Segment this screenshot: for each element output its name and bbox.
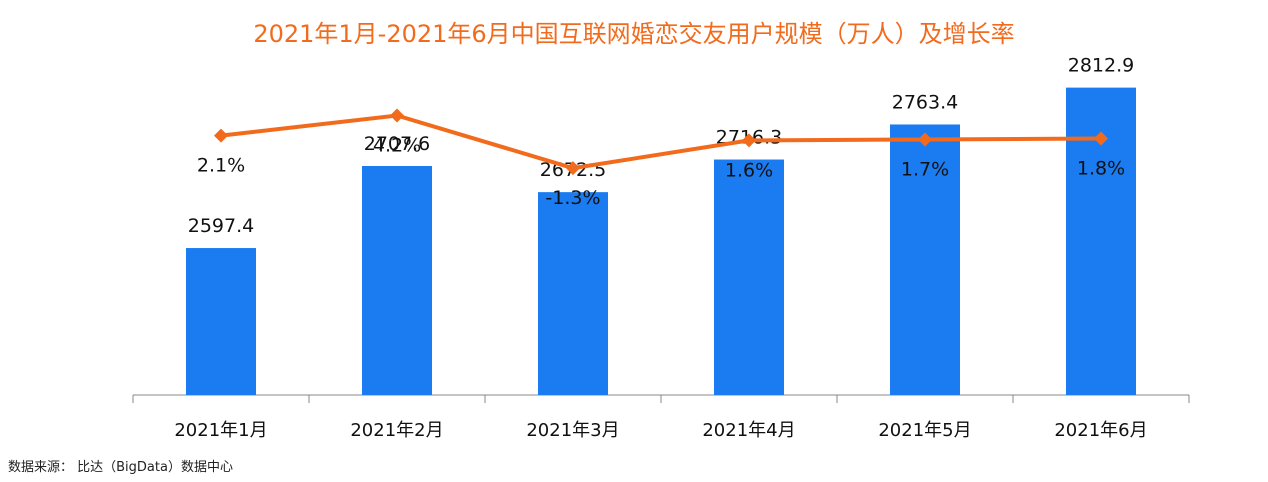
bar [714, 159, 784, 395]
bar-value-label: 2763.4 [892, 91, 958, 113]
bar [538, 192, 608, 395]
bar [186, 248, 256, 395]
growth-point [390, 108, 404, 123]
growth-value-label: 2.1% [197, 155, 245, 177]
growth-point [1094, 131, 1108, 146]
bar [890, 124, 960, 396]
growth-point [566, 161, 580, 176]
bar-value-label: 2707.6 [364, 133, 430, 155]
source-note: 数据来源： 比达（BigData）数据中心 [8, 460, 233, 475]
x-tick-label: 2021年5月 [878, 420, 971, 441]
bar [362, 166, 432, 395]
growth-line [220, 113, 1102, 171]
x-tick-label: 2021年3月 [526, 420, 619, 441]
growth-value-label: 4.2% [373, 135, 421, 157]
chart: 2597.42021年1月2707.62021年2月2672.52021年3月2… [132, 55, 1190, 441]
x-tick-label: 2021年1月 [174, 420, 267, 441]
growth-point [742, 133, 756, 148]
x-tick-label: 2021年6月 [1054, 420, 1147, 441]
bar-value-label: 2597.4 [188, 215, 254, 237]
chart-title: 2021年1月-2021年6月中国互联网婚恋交友用户规模（万人）及增长率 [253, 20, 1015, 48]
growth-value-label: -1.3% [545, 187, 600, 209]
bar-value-label: 2812.9 [1068, 55, 1134, 77]
x-tick-label: 2021年4月 [702, 420, 795, 441]
growth-value-label: 1.6% [725, 159, 773, 181]
growth-value-label: 1.7% [901, 158, 949, 180]
growth-point [918, 132, 932, 147]
growth-value-label: 1.8% [1077, 157, 1125, 179]
growth-point [214, 128, 228, 143]
x-tick-label: 2021年2月 [350, 420, 443, 441]
